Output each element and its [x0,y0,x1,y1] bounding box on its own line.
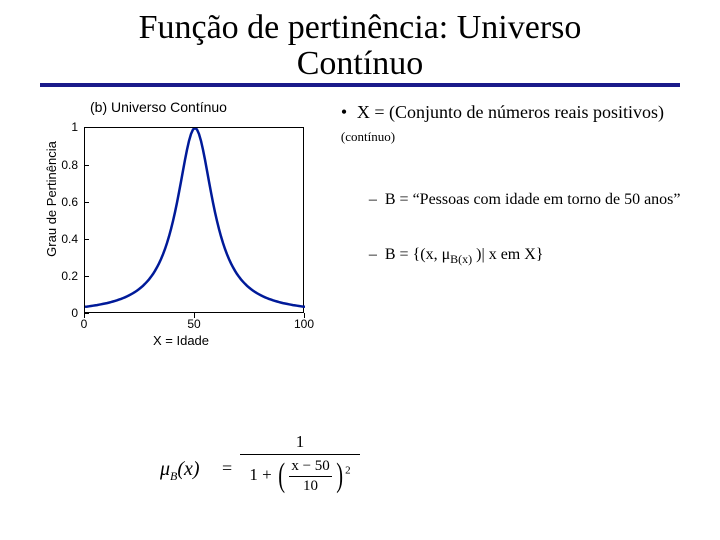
title-line1: Função de pertinência: Universo [139,9,582,46]
xtick-label: 0 [69,317,99,331]
main-bullet-suffix: (contínuo) [341,129,395,144]
ytick-label: 0.2 [44,269,78,283]
main-bullet: •X = (Conjunto de números reais positivo… [341,101,700,146]
xtick-mark [84,313,85,318]
ytick-label: 0.6 [44,195,78,209]
xtick-mark [304,313,305,318]
formula-mu: μ [160,458,170,480]
ytick-mark [84,239,89,240]
formula-exponent: 2 [345,464,351,476]
outer-fraction: 1 1 + ( x − 50 10 )2 [240,432,360,495]
sub-bullet-1-text: B = “Pessoas com idade em torno de 50 an… [385,191,681,208]
title-line2: Contínuo [297,45,424,82]
curve-svg [85,128,305,314]
sub-bullet-2: –B = {(x, μB(x) )| x em X} [369,245,700,268]
right-column: •X = (Conjunto de números reais positivo… [331,99,700,349]
sub2-pre: B = {(x, [385,246,442,263]
ytick-mark [84,276,89,277]
outer-denominator: 1 + ( x − 50 10 )2 [240,457,360,495]
ytick-mark [84,165,89,166]
inner-den: 10 [289,478,331,495]
title-underline [40,83,680,87]
sub2-subscript: B(x) [450,252,472,266]
plot-box [84,127,304,313]
den-lead: 1 + [249,465,271,484]
x-axis-label: X = Idade [36,333,326,348]
membership-curve [85,128,305,307]
ytick-mark [84,127,89,128]
membership-chart: Grau de Pertinência X = Idade 00.20.40.6… [36,119,326,349]
inner-num: x − 50 [289,458,331,475]
formula-equals: = [222,458,232,479]
formula-lhs: μB(x) [160,458,200,484]
main-bullet-text: X = (Conjunto de números reais positivos… [357,102,664,122]
ytick-label: 1 [44,120,78,134]
xtick-label: 100 [289,317,319,331]
formula-lhs-arg: (x) [177,458,199,480]
mu-icon: μ [442,246,451,263]
xtick-mark [194,313,195,318]
ytick-label: 0.4 [44,232,78,246]
content-row: (b) Universo Contínuo Grau de Pertinênci… [0,99,720,349]
ytick-label: 0.8 [44,158,78,172]
ytick-mark [84,202,89,203]
chart-caption: (b) Universo Contínuo [90,99,331,115]
sub2-post: )| x em X} [472,246,543,263]
xtick-label: 50 [179,317,209,331]
left-column: (b) Universo Contínuo Grau de Pertinênci… [30,99,331,349]
sub-bullet-1: –B = “Pessoas com idade em torno de 50 a… [369,190,700,211]
formula: μB(x) = 1 1 + ( x − 50 10 )2 [160,432,380,512]
outer-numerator: 1 [240,432,360,452]
inner-fraction: x − 50 10 [289,458,331,495]
